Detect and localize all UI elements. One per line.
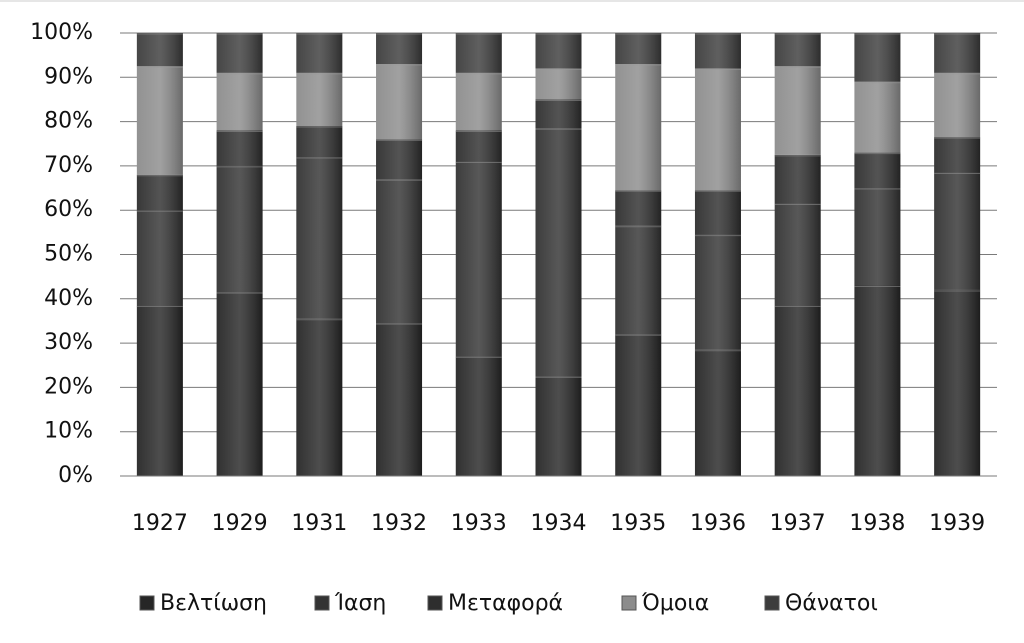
bar-shine <box>376 64 423 140</box>
bar-shine <box>296 72 343 127</box>
bar-shine <box>934 172 981 290</box>
bar-shine <box>455 356 502 476</box>
bar-shine <box>216 130 263 166</box>
bar-shine <box>455 72 502 131</box>
bar-shine <box>854 81 901 153</box>
bar-shine <box>854 33 901 82</box>
legend-swatch <box>427 595 443 611</box>
x-tick-label: 1939 <box>929 511 985 536</box>
y-tick-label: 20% <box>44 374 93 399</box>
bar-shine <box>136 210 183 306</box>
x-tick-label: 1933 <box>451 511 507 536</box>
bar-shine <box>376 179 423 324</box>
bar-shine <box>136 66 183 175</box>
bar-shine <box>376 33 423 65</box>
x-tick-label: 1931 <box>291 511 347 536</box>
legend-swatch <box>764 595 780 611</box>
bar-shine <box>774 66 821 155</box>
bar-shine <box>615 190 662 226</box>
legend-label: Θάνατοι <box>785 591 878 616</box>
bar-shine <box>694 234 741 350</box>
x-tick-label: 1929 <box>212 511 268 536</box>
x-tick-label: 1935 <box>610 511 666 536</box>
y-tick-label: 10% <box>44 419 93 444</box>
y-tick-label: 80% <box>44 109 93 134</box>
bar-shine <box>934 137 981 173</box>
bar-shine <box>934 289 981 476</box>
bar-shine <box>615 33 662 65</box>
bar-shine <box>934 72 981 138</box>
y-tick-label: 50% <box>44 242 93 267</box>
legend-swatch <box>139 595 155 611</box>
bar-shine <box>136 33 183 67</box>
bar-shine <box>934 33 981 73</box>
bar-shine <box>535 376 582 476</box>
x-tick-label: 1932 <box>371 511 427 536</box>
bar-shine <box>535 68 582 100</box>
bar-shine <box>535 99 582 129</box>
legend-label: Μεταφορά <box>448 591 563 616</box>
bar-shine <box>216 33 263 73</box>
legend-label: Όμοια <box>641 591 709 616</box>
x-tick-label: 1937 <box>770 511 826 536</box>
bar-shine <box>694 190 741 235</box>
bar-shine <box>535 33 582 69</box>
bar-shine <box>216 292 263 476</box>
bar-shine <box>535 128 582 377</box>
bar-shine <box>296 33 343 73</box>
bar-shine <box>216 72 263 131</box>
legend-label: Βελτίωση <box>160 591 267 616</box>
bar-shine <box>455 161 502 357</box>
bar-shine <box>615 225 662 335</box>
bar-shine <box>296 126 343 158</box>
bar-shine <box>455 130 502 162</box>
x-tick-label: 1927 <box>132 511 188 536</box>
bar-shine <box>854 152 901 189</box>
bar-shine <box>376 323 423 476</box>
bar-shine <box>296 157 343 319</box>
bar-shine <box>774 33 821 67</box>
bar-shine <box>774 305 821 476</box>
legend-swatch <box>621 595 637 611</box>
bar-shine <box>774 203 821 306</box>
bar-shine <box>615 64 662 191</box>
bar-shine <box>854 188 901 286</box>
bar-shine <box>136 305 183 476</box>
bar-shine <box>694 349 741 476</box>
y-tick-label: 90% <box>44 64 93 89</box>
bar-shine <box>136 174 183 211</box>
bar-shine <box>615 334 662 476</box>
legend-swatch <box>314 595 330 611</box>
y-tick-label: 60% <box>44 197 93 222</box>
y-tick-label: 70% <box>44 153 93 178</box>
y-tick-label: 100% <box>30 20 93 45</box>
bar-shine <box>774 154 821 204</box>
x-tick-label: 1934 <box>531 511 587 536</box>
bar-shine <box>296 318 343 476</box>
bar-shine <box>376 139 423 180</box>
bar-shine <box>216 165 263 293</box>
y-tick-label: 0% <box>58 463 93 488</box>
bar-shine <box>694 33 741 69</box>
bar-shine <box>455 33 502 73</box>
y-tick-label: 30% <box>44 330 93 355</box>
bar-shine <box>854 285 901 476</box>
x-tick-label: 1936 <box>690 511 746 536</box>
legend-label: Ίαση <box>334 591 386 616</box>
x-tick-label: 1938 <box>849 511 905 536</box>
bar-shine <box>694 68 741 191</box>
y-tick-label: 40% <box>44 286 93 311</box>
